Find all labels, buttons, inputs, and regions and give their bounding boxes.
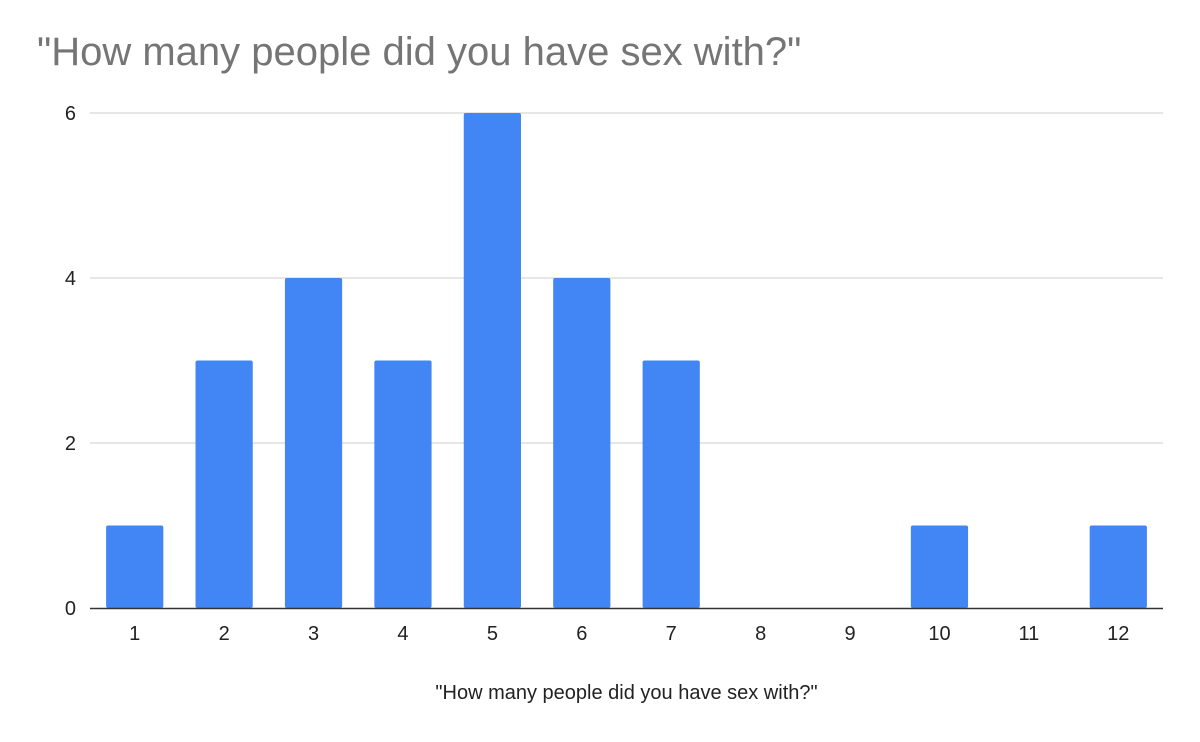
- bar: [284, 278, 343, 608]
- y-tick-label: 2: [65, 433, 76, 455]
- x-tick-label: 10: [928, 623, 950, 645]
- bar: [910, 525, 969, 608]
- bar: [106, 525, 164, 608]
- bar: [553, 278, 611, 608]
- x-tick-label: 8: [755, 623, 766, 645]
- x-tick-label: 11: [1018, 623, 1039, 645]
- bar: [195, 360, 253, 608]
- x-tick-label: 5: [487, 623, 498, 645]
- bar: [642, 360, 700, 608]
- x-tick-label: 7: [666, 623, 677, 645]
- bar: [463, 113, 521, 608]
- x-tick-label: 9: [844, 623, 855, 645]
- bar: [1089, 525, 1147, 608]
- x-tick-label: 2: [219, 623, 230, 645]
- x-tick-label: 6: [576, 623, 587, 645]
- x-tick-label: 12: [1107, 623, 1129, 645]
- x-tick-label: 1: [129, 623, 140, 645]
- bar: [374, 360, 432, 608]
- x-tick-label: 3: [308, 623, 319, 645]
- x-axis-label: "How many people did you have sex with?": [435, 682, 817, 704]
- y-tick-label: 0: [65, 598, 76, 620]
- y-tick-label: 4: [65, 268, 76, 290]
- x-tick-label: 4: [397, 623, 408, 645]
- y-tick-label: 6: [65, 103, 76, 125]
- chart-title: "How many people did you have sex with?": [37, 30, 802, 74]
